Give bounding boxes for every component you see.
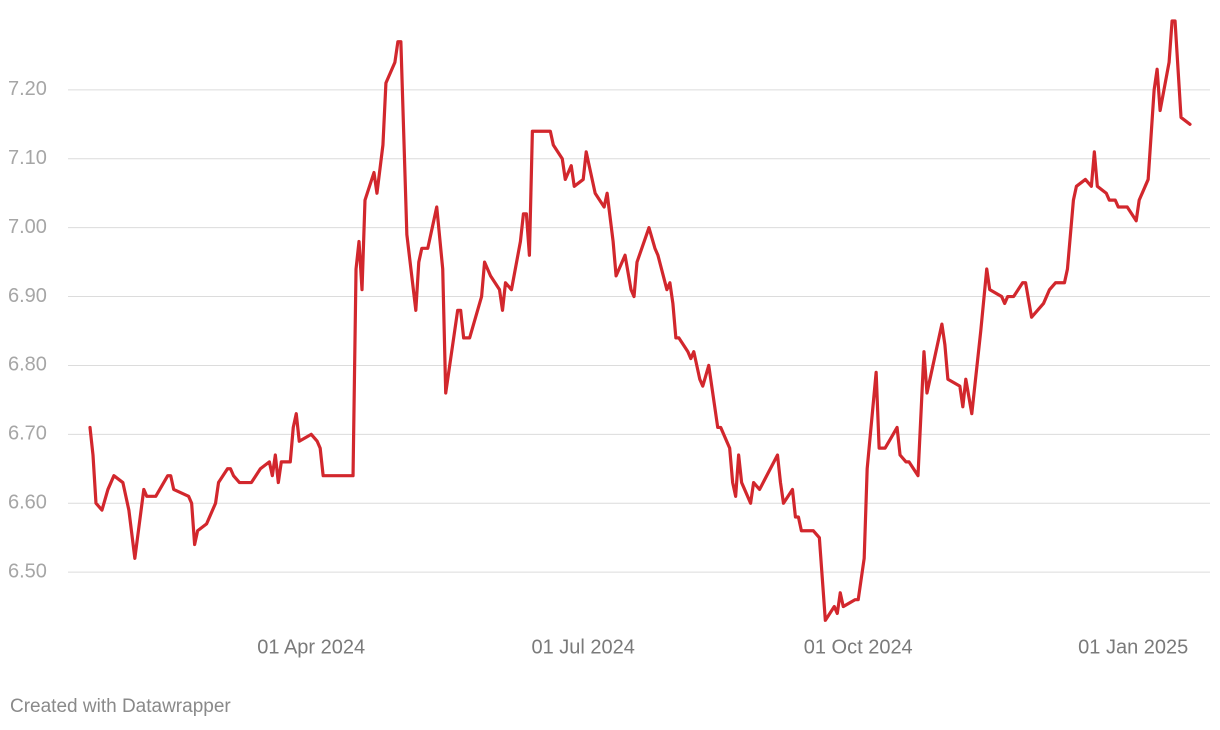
x-tick-label: 01 Jul 2024 [531, 636, 634, 658]
x-tick-label: 01 Jan 2025 [1078, 636, 1188, 658]
y-tick-label: 7.00 [8, 216, 47, 238]
credit: Created with Datawrapper [10, 696, 231, 717]
y-tick-label: 6.80 [8, 354, 47, 376]
data-line [88, 19, 1192, 622]
y-tick-label: 7.10 [8, 147, 47, 169]
y-tick-label: 6.50 [8, 560, 47, 582]
y-tick-label: 6.60 [8, 492, 47, 514]
x-tick-label: 01 Apr 2024 [257, 636, 365, 658]
y-tick-label: 6.90 [8, 285, 47, 307]
y-tick-label: 7.20 [8, 78, 47, 100]
x-tick-label: 01 Oct 2024 [804, 636, 913, 658]
y-tick-label: 6.70 [8, 423, 47, 445]
